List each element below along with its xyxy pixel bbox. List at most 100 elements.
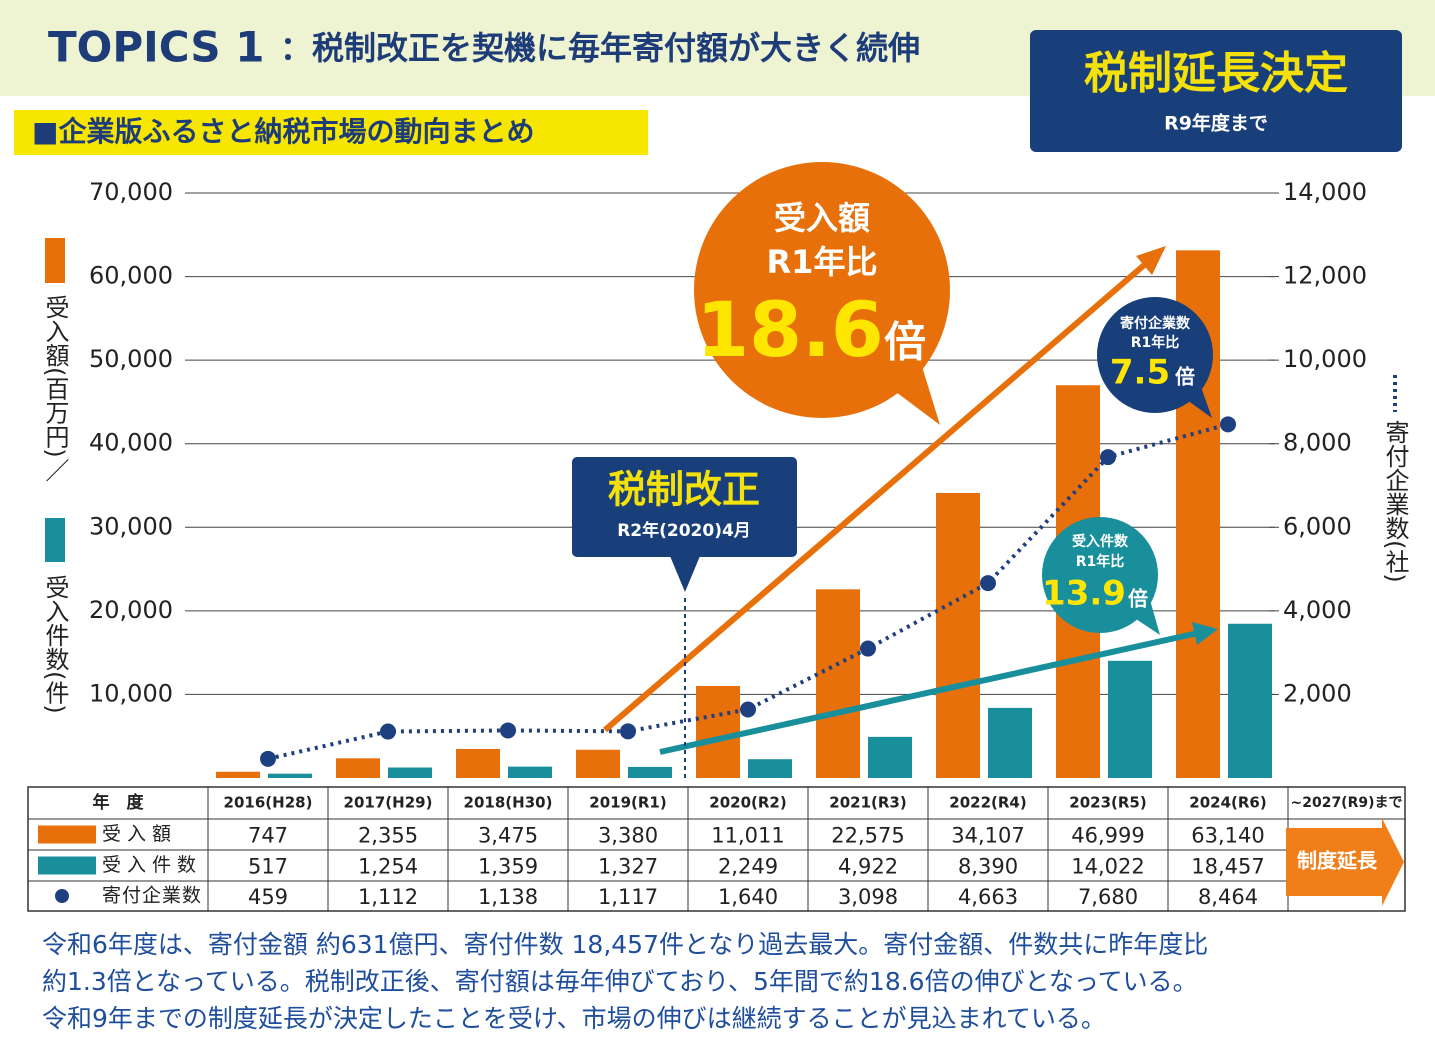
subtitle: ■企業版ふるさと納税市場の動向まとめ bbox=[32, 115, 534, 148]
arrow-head bbox=[1136, 246, 1166, 275]
y-tick-label: 70,000 bbox=[89, 178, 173, 206]
extension-arrow bbox=[1286, 818, 1404, 906]
bubble-text: 受入件数 bbox=[1072, 533, 1129, 550]
y2-tick-label: 14,000 bbox=[1283, 178, 1367, 206]
reform-box bbox=[572, 457, 797, 557]
trend-arrow bbox=[659, 630, 1199, 755]
bubble-text: R1年比 bbox=[1131, 334, 1180, 351]
point bbox=[980, 575, 996, 592]
legend-swatch bbox=[45, 518, 65, 562]
y2-tick-label: 8,000 bbox=[1283, 429, 1352, 457]
bubble-text: R1年比 bbox=[767, 243, 878, 281]
subtitle-band bbox=[14, 110, 648, 155]
x-tick-label: 2022(R4) bbox=[949, 794, 1026, 812]
value-label: 1,327 bbox=[598, 855, 658, 879]
reform-pointer bbox=[670, 556, 700, 592]
value-label: 1,254 bbox=[358, 855, 418, 879]
badge bbox=[1030, 30, 1402, 152]
y-axis-label: 受入件数(件) bbox=[41, 575, 69, 714]
footer-line: 令和6年度は、寄付金額 約631億円、寄付件数 18,457件となり過去最大。寄… bbox=[42, 930, 1208, 959]
bubble-tail bbox=[1130, 600, 1160, 635]
value-label: 747 bbox=[248, 824, 288, 848]
legend-marker bbox=[55, 889, 69, 903]
y-tick-label: 40,000 bbox=[89, 429, 173, 457]
legend-label: 受入額 bbox=[102, 823, 177, 845]
table-header: 年 度 bbox=[93, 792, 145, 813]
reform-title: 税制改正 bbox=[608, 468, 760, 512]
legend-label: 寄付企業数 bbox=[102, 885, 202, 907]
y2-tick-label: 10,000 bbox=[1283, 345, 1367, 373]
point bbox=[620, 723, 636, 740]
value-label: 63,140 bbox=[1191, 824, 1264, 848]
badge-sub: R9年度まで bbox=[1164, 112, 1268, 135]
bubble-text: 倍 bbox=[1175, 365, 1195, 389]
point bbox=[1100, 449, 1116, 466]
x-tick-label: 2024(R6) bbox=[1189, 794, 1266, 812]
value-label: 2,355 bbox=[358, 824, 418, 848]
value-label: 3,380 bbox=[598, 824, 658, 848]
point bbox=[260, 750, 276, 767]
y-tick-label: 60,000 bbox=[89, 262, 173, 290]
bubble-number: 13.9 bbox=[1042, 574, 1126, 614]
bubble-text: 受入額 bbox=[774, 199, 870, 237]
bar bbox=[628, 766, 672, 778]
bubble-number: 18.6 bbox=[696, 285, 884, 374]
bar bbox=[336, 758, 380, 778]
y2-tick-label: 2,000 bbox=[1283, 679, 1352, 707]
bar bbox=[696, 685, 740, 778]
y2-tick-label: 4,000 bbox=[1283, 596, 1352, 624]
value-label: 3,475 bbox=[478, 824, 538, 848]
x-tick-label: 2020(R2) bbox=[709, 794, 786, 812]
bar bbox=[988, 707, 1032, 778]
title: ：税制改正を契機に毎年寄付額が大きく続伸 bbox=[280, 29, 920, 67]
x-tick-label: 2021(R3) bbox=[829, 794, 906, 812]
x-tick-label: 2023(R5) bbox=[1069, 794, 1146, 812]
bar bbox=[748, 759, 792, 778]
point bbox=[860, 640, 876, 657]
value-label: 4,663 bbox=[958, 885, 1018, 909]
bar bbox=[868, 736, 912, 778]
footer-line: 令和9年までの制度延長が決定したことを受け、市場の伸びは継続することが見込まれて… bbox=[42, 1004, 1106, 1033]
bar bbox=[388, 767, 432, 778]
legend-label: 受入件数 bbox=[102, 854, 202, 876]
value-label: 46,999 bbox=[1071, 824, 1144, 848]
value-label: 1,138 bbox=[478, 885, 538, 909]
bubble-number: 7.5 bbox=[1110, 353, 1170, 393]
value-label: 18,457 bbox=[1191, 855, 1264, 879]
legend-marker bbox=[38, 825, 96, 844]
table-header: ~2027(R9)まで bbox=[1290, 795, 1402, 811]
trend-arrow bbox=[603, 257, 1152, 733]
point bbox=[740, 701, 756, 718]
legend-swatch bbox=[45, 238, 65, 283]
value-label: 8,390 bbox=[958, 855, 1018, 879]
bar bbox=[1108, 660, 1152, 778]
bar bbox=[216, 771, 260, 778]
point bbox=[500, 722, 516, 739]
bubble-text: 倍 bbox=[1128, 587, 1148, 611]
bubble-text: 倍 bbox=[884, 318, 926, 367]
y2-axis-label: 寄付企業数(社) bbox=[1381, 420, 1409, 583]
point bbox=[380, 723, 396, 740]
bubble-text: 寄付企業数 bbox=[1120, 315, 1191, 332]
badge-title: 税制延長決定 bbox=[1084, 48, 1348, 99]
y-tick-label: 30,000 bbox=[89, 512, 173, 540]
count-bubble bbox=[1042, 517, 1158, 633]
amount-bubble bbox=[694, 162, 950, 418]
legend-marker bbox=[38, 856, 96, 875]
x-tick-label: 2016(H28) bbox=[224, 794, 313, 812]
value-label: 2,249 bbox=[718, 855, 778, 879]
bar bbox=[268, 773, 312, 778]
companies-bubble bbox=[1097, 297, 1213, 413]
bar bbox=[816, 589, 860, 778]
bar bbox=[1228, 623, 1272, 778]
bar bbox=[456, 748, 500, 778]
y2-tick-label: 6,000 bbox=[1283, 512, 1352, 540]
value-label: 1,640 bbox=[718, 885, 778, 909]
y-tick-label: 10,000 bbox=[89, 679, 173, 707]
table-frame bbox=[27, 786, 1406, 912]
value-label: 34,107 bbox=[951, 824, 1024, 848]
y-tick-label: 50,000 bbox=[89, 345, 173, 373]
value-label: 7,680 bbox=[1078, 885, 1138, 909]
bar bbox=[508, 766, 552, 778]
